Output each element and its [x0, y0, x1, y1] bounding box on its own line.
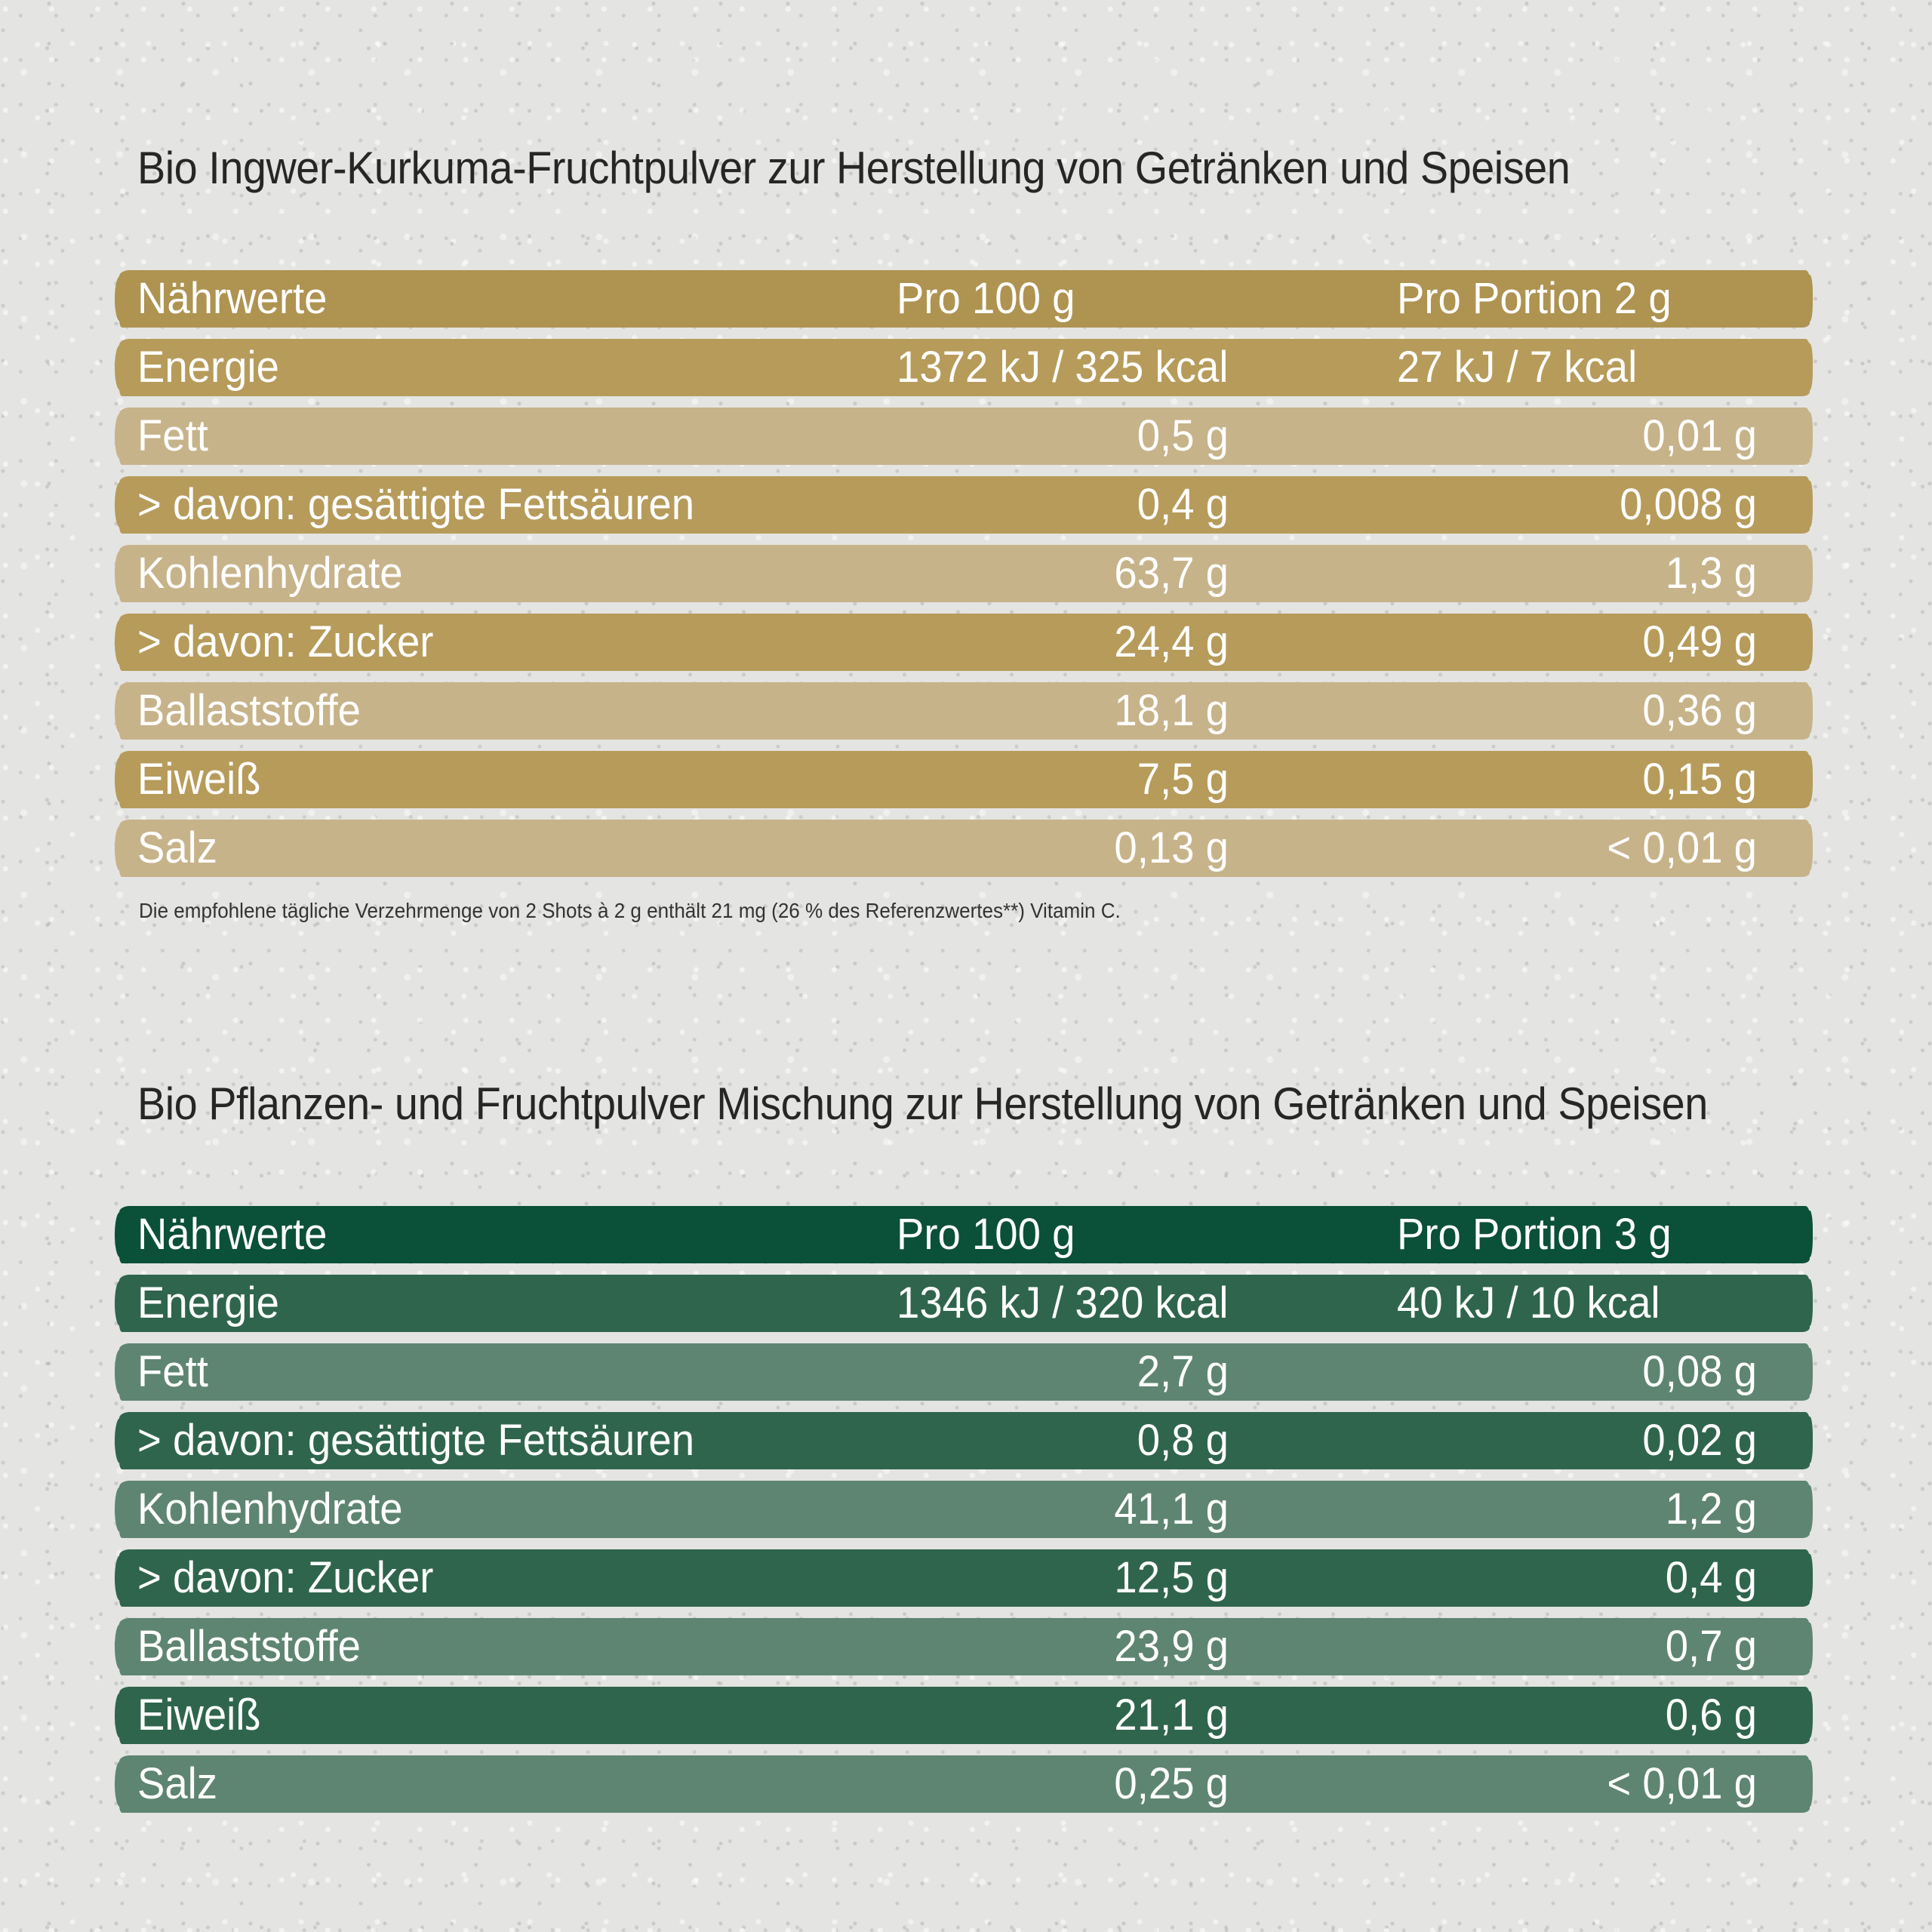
table-row: Energie 1346 kJ / 320 kcal 40 kJ / 10 kc… — [115, 1275, 1813, 1332]
row-value-portion: 0,6 g — [1665, 1690, 1757, 1740]
row-value-portion: 27 kJ / 7 kcal — [1397, 343, 1638, 392]
table-row: > davon: gesättigte Fettsäuren 0,4 g 0,0… — [115, 476, 1813, 534]
row-label: Fett — [137, 411, 208, 460]
row-value-100g: 1346 kJ / 320 kcal — [897, 1278, 1229, 1327]
row-value-portion: 1,2 g — [1665, 1484, 1757, 1534]
row-label: Eiweiß — [137, 1690, 261, 1740]
row-label: Energie — [137, 1278, 279, 1327]
table-row: > davon: Zucker 24,4 g 0,49 g — [115, 614, 1813, 671]
table-row: Ballaststoffe 18,1 g 0,36 g — [115, 682, 1813, 740]
row-value-100g: 24,4 g — [1114, 617, 1229, 666]
table-row: Kohlenhydrate 41,1 g 1,2 g — [115, 1481, 1813, 1538]
table-row: Eiweiß 21,1 g 0,6 g — [115, 1687, 1813, 1744]
row-label: Fett — [137, 1347, 208, 1396]
table-row: Ballaststoffe 23,9 g 0,7 g — [115, 1618, 1813, 1675]
row-value-100g: 12,5 g — [1114, 1553, 1229, 1602]
row-value-portion: 0,15 g — [1642, 755, 1757, 804]
table-row: > davon: gesättigte Fettsäuren 0,8 g 0,0… — [115, 1412, 1813, 1469]
row-value-100g: 0,13 g — [1114, 823, 1229, 872]
row-value-portion: 0,7 g — [1665, 1622, 1757, 1671]
row-value-portion: 0,49 g — [1642, 617, 1757, 666]
row-value-100g: 23,9 g — [1114, 1622, 1229, 1671]
table-row: > davon: Zucker 12,5 g 0,4 g — [115, 1549, 1813, 1607]
table-2-title: Bio Pflanzen- und Fruchtpulver Mischung … — [137, 1078, 1708, 1129]
row-value-100g: 2,7 g — [1137, 1347, 1229, 1396]
row-value-100g: 0,4 g — [1137, 480, 1229, 529]
row-value-portion: 0,01 g — [1642, 411, 1757, 460]
header-naehrwerte: Nährwerte — [137, 274, 328, 323]
table-row: Fett 2,7 g 0,08 g — [115, 1343, 1813, 1401]
row-value-portion: < 0,01 g — [1607, 823, 1757, 872]
row-value-portion: 0,008 g — [1620, 480, 1757, 529]
row-label: Salz — [137, 823, 218, 872]
row-value-100g: 0,25 g — [1114, 1759, 1229, 1808]
row-value-portion: 0,02 g — [1642, 1416, 1757, 1465]
header-pro-100g: Pro 100 g — [897, 1210, 1075, 1259]
table-header-row: Nährwerte Pro 100 g Pro Portion 2 g — [115, 270, 1813, 328]
row-value-portion: 0,08 g — [1642, 1347, 1757, 1396]
row-value-100g: 18,1 g — [1114, 686, 1229, 735]
row-value-portion: < 0,01 g — [1607, 1759, 1757, 1808]
row-label: > davon: Zucker — [137, 617, 434, 666]
row-value-100g: 0,5 g — [1137, 411, 1229, 460]
table-row: Eiweiß 7,5 g 0,15 g — [115, 751, 1813, 808]
row-value-100g: 1372 kJ / 325 kcal — [897, 343, 1229, 392]
header-pro-100g: Pro 100 g — [897, 274, 1075, 323]
row-value-portion: 1,3 g — [1665, 549, 1757, 598]
row-value-100g: 41,1 g — [1114, 1484, 1229, 1534]
vitamin-c-footnote: Die empfohlene tägliche Verzehrmenge von… — [139, 899, 1121, 922]
row-label: Ballaststoffe — [137, 1622, 361, 1671]
nutrition-table-pflanzen-frucht: Nährwerte Pro 100 g Pro Portion 3 g Ener… — [115, 1206, 1813, 1824]
row-label: Kohlenhydrate — [137, 1484, 403, 1534]
nutrition-table-ingwer-kurkuma: Nährwerte Pro 100 g Pro Portion 2 g Ener… — [115, 270, 1813, 888]
table-1-title: Bio Ingwer-Kurkuma-Fruchtpulver zur Hers… — [137, 143, 1571, 193]
row-value-portion: 0,4 g — [1665, 1553, 1757, 1602]
row-label: > davon: gesättigte Fettsäuren — [137, 1416, 695, 1465]
table-row: Kohlenhydrate 63,7 g 1,3 g — [115, 545, 1813, 602]
row-label: Eiweiß — [137, 755, 261, 804]
row-label: > davon: gesättigte Fettsäuren — [137, 480, 695, 529]
row-value-100g: 63,7 g — [1114, 549, 1229, 598]
row-label: Kohlenhydrate — [137, 549, 403, 598]
row-label: Salz — [137, 1759, 218, 1808]
table-row: Salz 0,13 g < 0,01 g — [115, 820, 1813, 877]
row-value-100g: 7,5 g — [1137, 755, 1229, 804]
header-pro-portion: Pro Portion 2 g — [1397, 274, 1672, 323]
table-row: Fett 0,5 g 0,01 g — [115, 408, 1813, 465]
row-value-100g: 0,8 g — [1137, 1416, 1229, 1465]
table-header-row: Nährwerte Pro 100 g Pro Portion 3 g — [115, 1206, 1813, 1263]
row-label: Ballaststoffe — [137, 686, 361, 735]
row-value-portion: 40 kJ / 10 kcal — [1397, 1278, 1660, 1327]
header-naehrwerte: Nährwerte — [137, 1210, 328, 1259]
header-pro-portion: Pro Portion 3 g — [1397, 1210, 1672, 1259]
row-value-100g: 21,1 g — [1114, 1690, 1229, 1740]
table-row: Energie 1372 kJ / 325 kcal 27 kJ / 7 kca… — [115, 339, 1813, 396]
row-label: > davon: Zucker — [137, 1553, 434, 1602]
table-row: Salz 0,25 g < 0,01 g — [115, 1755, 1813, 1813]
row-value-portion: 0,36 g — [1642, 686, 1757, 735]
row-label: Energie — [137, 343, 279, 392]
